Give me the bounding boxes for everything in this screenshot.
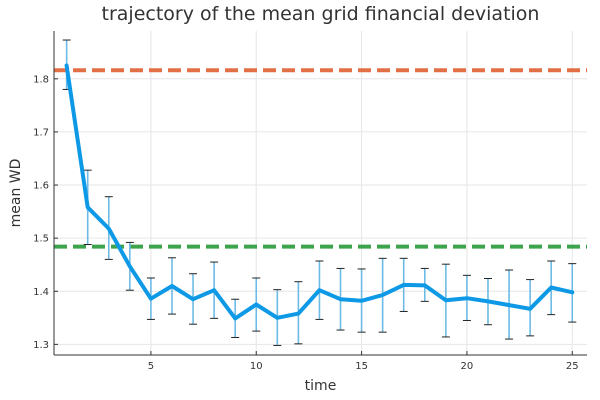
x-tick-label: 15 — [355, 361, 368, 372]
grid — [54, 31, 587, 355]
x-tick-label: 10 — [250, 361, 263, 372]
y-tick-label: 1.6 — [33, 181, 49, 192]
x-axis-label: time — [305, 378, 337, 394]
y-tick-label: 1.7 — [33, 127, 49, 138]
series-line — [64, 63, 575, 321]
y-tick-label: 1.8 — [33, 74, 49, 85]
x-tick-label: 25 — [566, 361, 579, 372]
y-tick-label: 1.3 — [33, 340, 49, 351]
y-tick-label: 1.4 — [33, 287, 49, 298]
x-tick-label: 5 — [148, 361, 154, 372]
y-tick-label: 1.5 — [33, 234, 49, 245]
y-axis-label: mean WD — [8, 159, 24, 228]
x-tick-label: 20 — [461, 361, 474, 372]
series-polyline — [64, 63, 575, 321]
chart-title: trajectory of the mean grid financial de… — [102, 3, 540, 25]
error-bars — [62, 39, 577, 346]
reference-lines — [54, 68, 587, 249]
axes — [53, 31, 587, 356]
tick-labels: 5 10 15 20 25 1.3 1.4 1.5 1.6 1.7 1.8 — [33, 74, 579, 372]
